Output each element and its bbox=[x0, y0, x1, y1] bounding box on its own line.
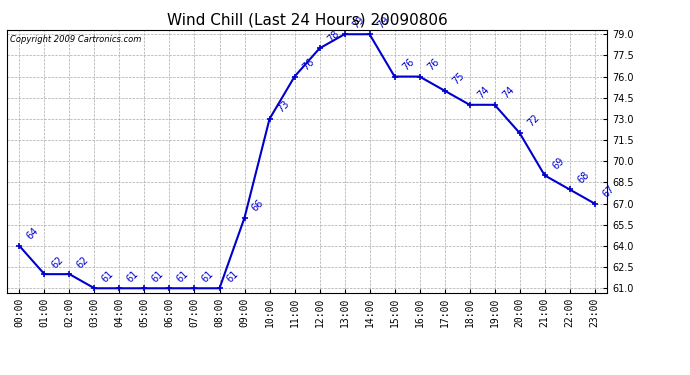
Title: Wind Chill (Last 24 Hours) 20090806: Wind Chill (Last 24 Hours) 20090806 bbox=[167, 12, 447, 27]
Text: 72: 72 bbox=[525, 113, 541, 129]
Text: 76: 76 bbox=[400, 57, 416, 72]
Text: 67: 67 bbox=[600, 184, 616, 200]
Text: 76: 76 bbox=[300, 57, 316, 72]
Text: 66: 66 bbox=[250, 198, 266, 213]
Text: 62: 62 bbox=[75, 254, 91, 270]
Text: 61: 61 bbox=[175, 268, 190, 284]
Text: 61: 61 bbox=[150, 268, 166, 284]
Text: 78: 78 bbox=[325, 28, 341, 44]
Text: Copyright 2009 Cartronics.com: Copyright 2009 Cartronics.com bbox=[10, 35, 141, 44]
Text: 79: 79 bbox=[350, 14, 366, 30]
Text: 62: 62 bbox=[50, 254, 66, 270]
Text: 68: 68 bbox=[575, 170, 591, 185]
Text: 73: 73 bbox=[275, 99, 291, 115]
Text: 61: 61 bbox=[200, 268, 216, 284]
Text: 76: 76 bbox=[425, 57, 441, 72]
Text: 64: 64 bbox=[25, 226, 41, 242]
Text: 79: 79 bbox=[375, 14, 391, 30]
Text: 74: 74 bbox=[475, 85, 491, 100]
Text: 61: 61 bbox=[100, 268, 116, 284]
Text: 61: 61 bbox=[225, 268, 241, 284]
Text: 61: 61 bbox=[125, 268, 141, 284]
Text: 69: 69 bbox=[550, 156, 566, 171]
Text: 75: 75 bbox=[450, 70, 466, 87]
Text: 74: 74 bbox=[500, 85, 516, 100]
